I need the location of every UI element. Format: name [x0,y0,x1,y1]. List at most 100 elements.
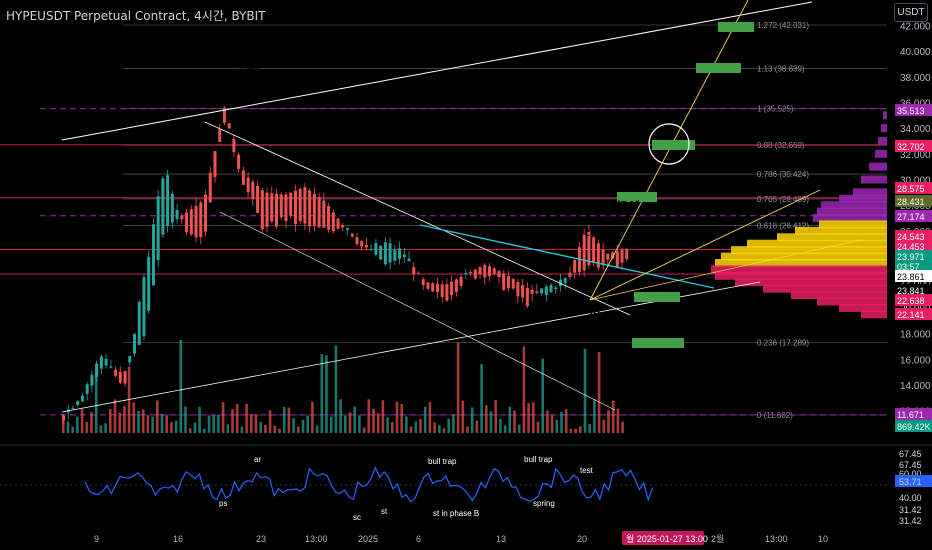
candle-body [459,276,463,286]
candle-body [166,175,170,226]
volume-bar [391,422,394,433]
volume-profile-bar [819,220,887,229]
volume-bar [174,420,178,433]
candle-body [341,225,345,228]
candle-body [80,395,84,402]
fib-level-label: 0 (11.662) [757,411,793,420]
volume-bar [574,428,577,433]
currency-unit-button[interactable]: USDT [894,3,928,22]
candle-body [293,190,297,225]
volume-bar [409,426,413,433]
time-cursor-label: 월 2025-01-27 13:00 [626,533,708,544]
candle-body [275,193,278,227]
candle-body [469,272,473,274]
volume-bar [207,415,211,433]
volume-bar [278,428,281,433]
price-badge-label: 27.174 [897,212,925,222]
candle-body [123,371,127,384]
volume-bar [311,401,314,433]
candle-body [544,286,548,296]
volume-bar [423,406,427,433]
volume-bar [376,413,380,433]
volume-bar [320,354,324,433]
volume-bar [461,400,465,433]
chart-annotation: #fff [236,66,259,79]
candle-body [393,250,397,261]
volume-bar [395,401,399,433]
price-badge-label: 11.671 [897,410,924,420]
candle-body [445,284,449,301]
candle-body [327,206,331,230]
price-badge [895,250,932,262]
volume-bar [560,411,563,433]
rsi-current-badge [895,475,932,487]
candle-body [412,267,416,275]
candle-body [156,196,160,261]
candle-body [525,287,529,307]
volume-bar [203,428,206,433]
volume-bar [475,420,479,433]
candle-body [435,283,439,292]
candle-body [374,243,378,255]
volume-profile-bar [869,162,887,171]
time-tick-label: 13 [496,534,506,544]
volume-bar [151,416,154,433]
volume-bar [160,414,164,433]
candle-body [227,123,231,129]
candle-body [270,193,274,222]
volume-bar [141,409,145,433]
volume-bar [282,406,286,433]
candle-body [559,279,562,287]
volume-bar [268,410,272,433]
candle-body [208,172,212,203]
candle-body [241,170,245,185]
candle-body [506,276,510,289]
candle-body [601,249,605,265]
price-badge [895,104,932,116]
volume-bar [156,400,159,433]
price-tick-label: 40.000 [900,47,931,58]
time-tick-label: 6 [416,534,421,544]
volume-bar [358,415,361,433]
volume-profile-bar [735,278,887,287]
candle-body [364,244,368,248]
price-badge-label: 24.453 [897,242,925,252]
volume-bar [381,400,385,433]
volume-bar [339,399,342,433]
volume-bar [80,409,84,433]
candle-body [473,269,477,279]
time-tick-label: 16 [173,534,183,544]
candle-body [383,242,387,265]
candle-body [478,267,482,275]
candle-body [511,279,515,289]
candle-body [142,277,146,337]
candle-body [85,384,89,395]
candle-body [298,189,302,222]
candle-body [336,218,340,229]
candle-body [596,243,600,268]
price-tick-label: 38.000 [900,73,931,84]
candle-body [582,234,586,271]
price-badge-label: 23.841 [897,286,925,296]
volume-bar [579,426,582,433]
chart-annotation: #fff [585,323,608,336]
rsi-tick-label: 67.45 [899,449,922,459]
volume-bar [616,408,620,433]
price-badge-label: 23.861 [897,272,925,282]
volume-bar [184,406,187,433]
target-box [718,22,754,32]
candle-body [289,192,293,216]
price-tick-label: 30.000 [900,176,931,187]
volume-bar [372,408,375,433]
volume-profile-bar [839,194,887,203]
candle-body [535,291,539,293]
volume-bar [564,409,568,433]
target-box [634,292,680,302]
candle-body [497,270,501,278]
volume-bar [485,405,488,433]
rsi-tick-label: 31.42 [899,516,922,526]
volume-bar [513,410,516,433]
rsi-tick-label: 67.45 [899,460,922,470]
price-badge [895,270,932,282]
